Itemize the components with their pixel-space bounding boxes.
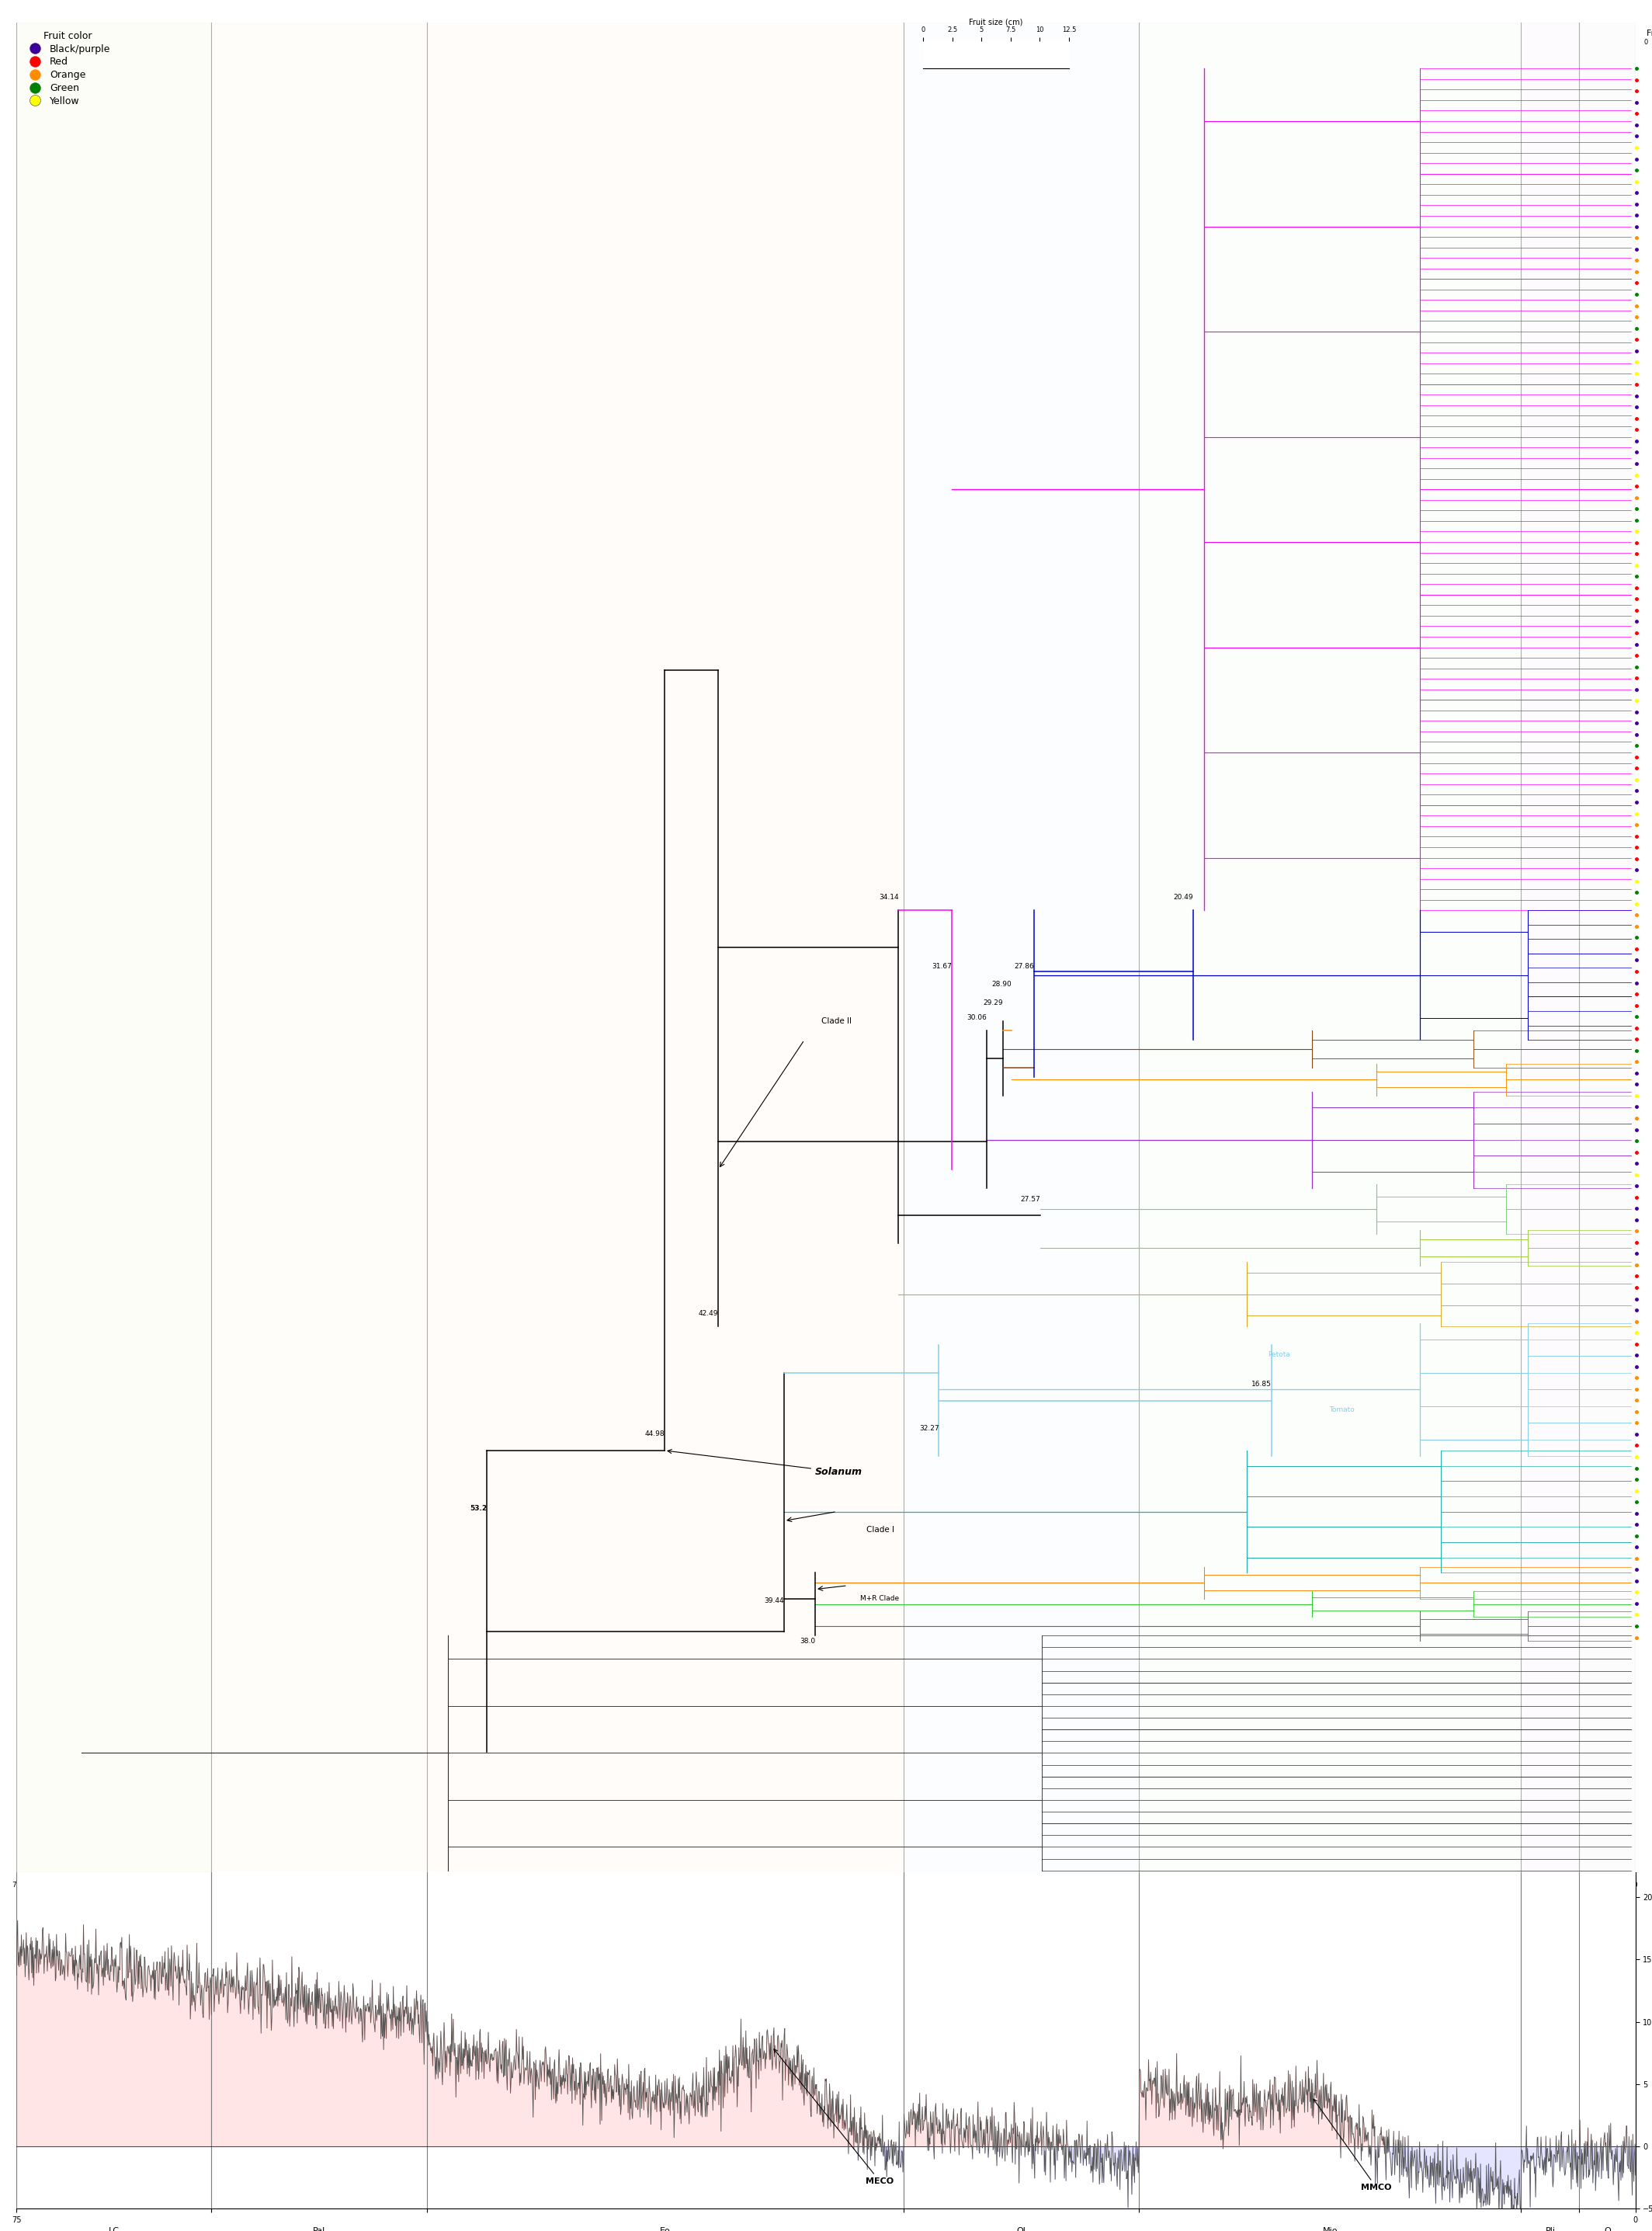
Text: 31.67: 31.67: [932, 962, 952, 970]
Text: 29.29: 29.29: [983, 999, 1003, 1006]
Text: M+R Clade: M+R Clade: [861, 1595, 899, 1602]
Text: Solanum: Solanum: [667, 1450, 862, 1477]
Text: 20: 20: [1199, 1881, 1208, 1890]
Bar: [1521, 22, 1579, 1872]
Text: Petota: Petota: [1267, 1352, 1290, 1359]
Text: 70: 70: [121, 1881, 129, 1890]
Text: Eo: Eo: [659, 2227, 671, 2231]
Text: Clade II: Clade II: [821, 1017, 852, 1026]
Text: 27.57: 27.57: [1021, 1196, 1041, 1203]
Text: Clade I: Clade I: [866, 1526, 894, 1535]
Text: MMCO: MMCO: [1313, 2099, 1391, 2191]
Text: 42.49: 42.49: [699, 1310, 719, 1316]
Text: 35: 35: [876, 1881, 884, 1890]
Text: 38.0: 38.0: [800, 1638, 814, 1644]
Text: 50: 50: [552, 1881, 560, 1890]
Text: Ol: Ol: [1016, 2227, 1026, 2231]
Text: 25: 25: [1092, 1881, 1100, 1890]
Text: Fruit size (cm): Fruit size (cm): [1647, 29, 1652, 38]
Bar: [1138, 22, 1521, 1872]
Text: 28.90: 28.90: [991, 982, 1011, 988]
Text: 15: 15: [1307, 1881, 1317, 1890]
Bar: [211, 22, 426, 1872]
Text: 53.2: 53.2: [469, 1504, 487, 1513]
Text: 75: 75: [12, 1881, 21, 1890]
Text: 65: 65: [228, 1881, 236, 1890]
Text: 55: 55: [444, 1881, 453, 1890]
Text: 44.98: 44.98: [644, 1430, 664, 1437]
Bar: [17, 22, 211, 1872]
Text: 39.44: 39.44: [765, 1597, 785, 1604]
Text: 0: 0: [1634, 1881, 1637, 1890]
Text: Pli: Pli: [1545, 2227, 1555, 2231]
Text: 10: 10: [1416, 1881, 1424, 1890]
Text: Q: Q: [1604, 2227, 1611, 2231]
Text: MECO: MECO: [775, 2048, 894, 2186]
Text: Pal: Pal: [312, 2227, 325, 2231]
Text: Tomato: Tomato: [1330, 1406, 1355, 1414]
Bar: [426, 22, 904, 1872]
Text: 27.86: 27.86: [1014, 962, 1034, 970]
Text: 45: 45: [659, 1881, 669, 1890]
Text: 32.27: 32.27: [919, 1426, 938, 1432]
Bar: [1579, 22, 1635, 1872]
Text: 30: 30: [983, 1881, 993, 1890]
Text: Mio: Mio: [1323, 2227, 1338, 2231]
Text: 30.06: 30.06: [966, 1015, 986, 1022]
Bar: [904, 22, 1138, 1872]
Text: 20.49: 20.49: [1173, 895, 1193, 901]
Text: 34.14: 34.14: [879, 895, 899, 901]
Text: 0: 0: [1644, 40, 1649, 47]
Text: LC: LC: [109, 2227, 119, 2231]
Text: 60: 60: [335, 1881, 345, 1890]
Legend: Black/purple, Red, Orange, Green, Yellow: Black/purple, Red, Orange, Green, Yellow: [21, 27, 114, 109]
Text: 16.85: 16.85: [1252, 1381, 1272, 1388]
Text: 5: 5: [1525, 1881, 1530, 1890]
Text: 40: 40: [768, 1881, 776, 1890]
